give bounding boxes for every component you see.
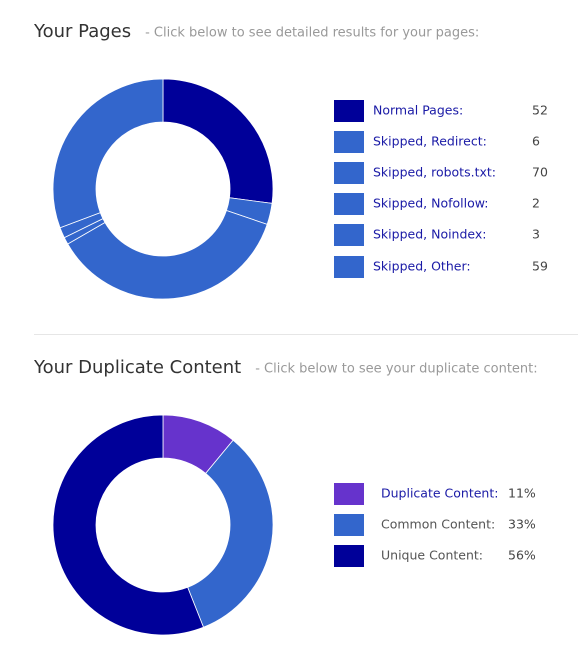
legend-label[interactable]: Duplicate Content: (381, 486, 498, 501)
pie-slice[interactable] (67, 210, 268, 300)
legend-value: 52 (532, 103, 548, 118)
section-subtitle: - Click below to see detailed results fo… (145, 26, 479, 41)
legend-label[interactable]: Skipped, Noindex: (373, 227, 487, 242)
legend-label[interactable]: Skipped, Redirect: (373, 134, 487, 149)
legend-swatch (334, 224, 364, 246)
legend-swatch (334, 131, 364, 153)
legend-label[interactable]: Normal Pages: (373, 103, 463, 118)
legend-label[interactable]: Skipped, Other: (373, 259, 471, 274)
legend-swatch (334, 514, 364, 536)
legend-swatch (334, 545, 364, 567)
legend-value: 6 (532, 134, 540, 149)
legend-label[interactable]: Common Content: (381, 517, 495, 532)
legend-swatch (334, 100, 364, 122)
section-title: Your Pages (33, 21, 131, 42)
legend-label[interactable]: Skipped, Nofollow: (373, 196, 488, 211)
legend-swatch (334, 256, 364, 278)
legend-label[interactable]: Skipped, robots.txt: (373, 165, 496, 180)
legend-value: 2 (532, 196, 540, 211)
legend-swatch (334, 193, 364, 215)
legend-label[interactable]: Unique Content: (381, 548, 483, 563)
pie-slice[interactable] (52, 78, 164, 229)
section-title: Your Duplicate Content (33, 357, 241, 378)
legend-swatch (334, 483, 364, 505)
section-subtitle: - Click below to see your duplicate cont… (255, 362, 537, 377)
legend-value: 70 (532, 165, 548, 180)
legend-value: 59 (532, 259, 548, 274)
pie-slice[interactable] (162, 78, 274, 204)
pie-slice[interactable] (187, 439, 274, 628)
pie-slice[interactable] (52, 414, 205, 636)
legend-value: 11% (508, 486, 536, 501)
legend-value: 33% (508, 517, 536, 532)
legend-value: 3 (532, 227, 540, 242)
legend-value: 56% (508, 548, 536, 563)
legend-swatch (334, 162, 364, 184)
